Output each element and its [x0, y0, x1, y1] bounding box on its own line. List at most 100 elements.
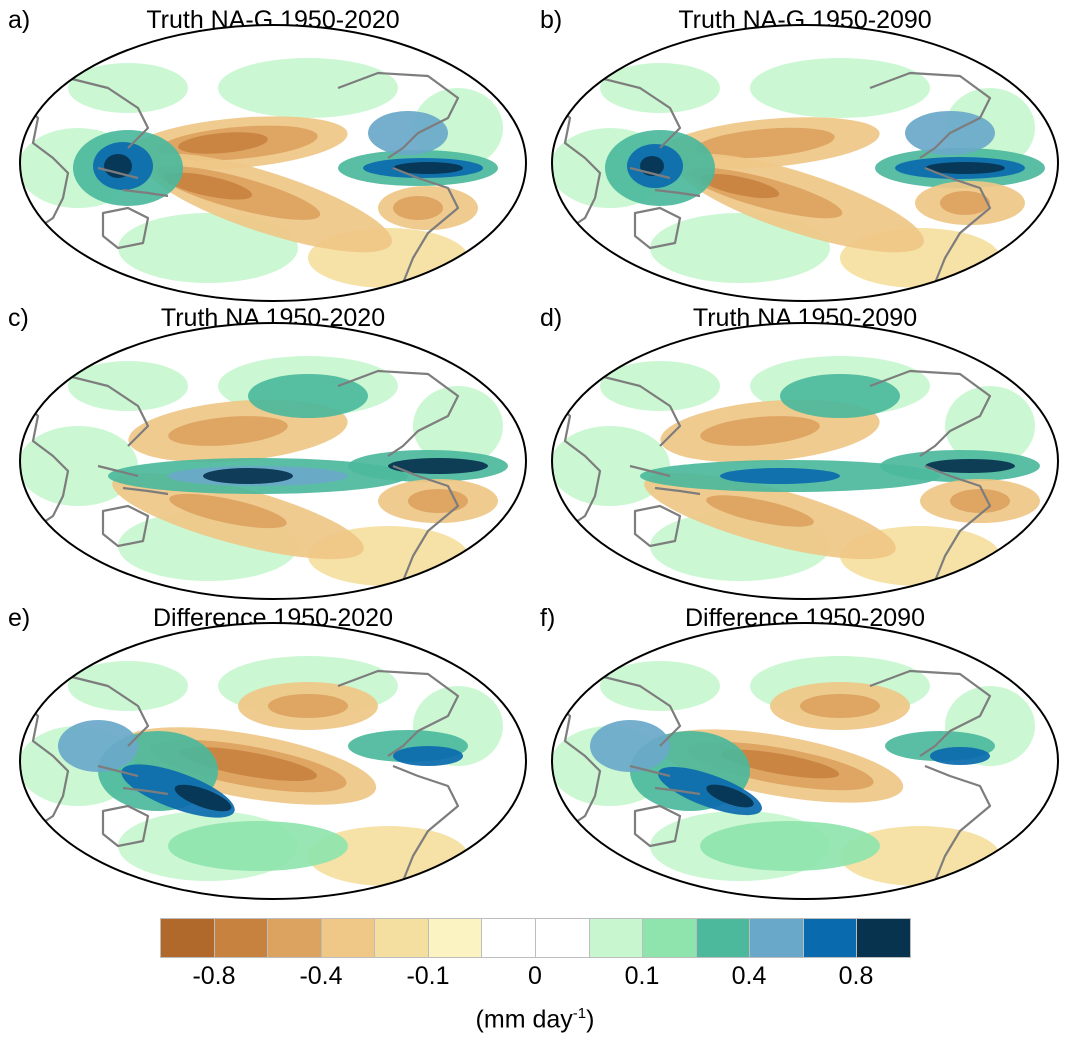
precip-anomaly-region — [695, 127, 835, 159]
map-panel-f — [551, 622, 1059, 900]
colorbar-swatch — [427, 918, 483, 958]
colorbar-tick-label: 0.4 — [731, 962, 767, 990]
map-outline — [19, 322, 527, 600]
coastline — [869, 71, 992, 159]
precip-anomaly-region — [706, 784, 754, 808]
precip-anomaly-region — [945, 386, 1035, 466]
colorbar-swatch — [213, 918, 269, 958]
colorbar-swatch — [535, 918, 590, 958]
precip-anomaly-region — [163, 172, 253, 200]
units-exponent: -1 — [572, 1005, 587, 1022]
coastline — [97, 166, 169, 198]
precip-anomaly-region — [388, 458, 488, 474]
coastline — [924, 764, 992, 897]
precip-anomaly-region — [930, 747, 990, 765]
coastline — [633, 206, 682, 250]
coastline — [392, 166, 460, 299]
colorbar-swatch — [267, 918, 322, 958]
panel-letter: d) — [540, 304, 563, 332]
panel-letter: e) — [8, 604, 31, 632]
colorbar-swatch — [320, 918, 376, 958]
precip-anomaly-region — [706, 495, 814, 527]
precip-anomaly-region — [650, 213, 830, 283]
coastline — [552, 97, 602, 229]
precip-anomaly-region — [393, 746, 463, 766]
precip-anomaly-region — [20, 426, 138, 506]
precip-anomaly-region — [268, 694, 348, 718]
coastline — [97, 764, 169, 796]
coastline — [20, 97, 70, 229]
colorbar-swatch — [856, 918, 911, 958]
precip-anomaly-region — [925, 459, 1015, 473]
precip-anomaly-region — [700, 173, 780, 199]
precip-anomaly-region — [408, 489, 468, 513]
colorbar-swatch — [160, 918, 215, 958]
precip-anomaly-region — [68, 361, 188, 411]
colorbar-units: (mm day-1) — [476, 1000, 595, 1033]
precip-anomaly-region — [700, 416, 820, 446]
coastline — [101, 504, 150, 548]
precip-anomaly-region — [720, 468, 840, 484]
precip-anomaly-region — [590, 720, 670, 772]
coastline — [392, 464, 460, 597]
panel-letter: f) — [540, 604, 556, 632]
precip-anomaly-region — [413, 386, 503, 466]
precip-anomaly-region — [393, 196, 443, 220]
panel-b: b) Truth NA-G 1950-2090 — [540, 6, 1070, 306]
map-panel-d — [551, 322, 1059, 600]
coastline — [337, 669, 460, 757]
colorbar-swatch — [374, 918, 429, 958]
colorbar — [160, 918, 911, 958]
panel-a: a) Truth NA-G 1950-2020 — [8, 6, 538, 306]
colorbar-tick-label: -0.8 — [192, 962, 236, 990]
precip-anomaly-region — [118, 213, 298, 283]
precip-anomaly-region — [68, 661, 188, 711]
precip-anomaly-region — [218, 58, 398, 118]
coastline — [67, 674, 150, 747]
colorbar-swatch — [588, 918, 644, 958]
units-text: (mm day — [475, 1005, 573, 1034]
map-outline — [551, 322, 1059, 600]
colorbar-swatch — [481, 918, 536, 958]
coastline — [599, 674, 682, 747]
panel-f: f) Difference 1950-2090 — [540, 604, 1070, 904]
colorbar-swatch — [642, 918, 697, 958]
coastline — [633, 804, 682, 848]
colorbar-tick-label: -0.4 — [299, 962, 343, 990]
map-outline — [19, 24, 527, 302]
precip-anomaly-region — [178, 132, 268, 154]
precip-anomaly-region — [68, 63, 188, 113]
map-panel-b — [551, 24, 1059, 302]
precip-anomaly-region — [800, 694, 880, 718]
colorbar-tick-label: -0.1 — [406, 962, 450, 990]
colorbar-swatch — [802, 918, 858, 958]
coastline — [869, 369, 992, 457]
map-outline — [551, 24, 1059, 302]
coastline — [869, 669, 992, 757]
coastline — [629, 464, 701, 496]
coastline — [924, 464, 992, 597]
coastline — [633, 504, 682, 548]
map-panel-c — [19, 322, 527, 600]
precip-anomaly-region — [925, 162, 1005, 174]
coastline — [552, 695, 602, 827]
precip-anomaly-region — [940, 191, 990, 215]
precip-anomaly-region — [600, 361, 720, 411]
coastline — [337, 71, 460, 159]
precip-anomaly-region — [950, 489, 1010, 513]
precip-anomaly-region — [179, 747, 317, 781]
panel-letter: b) — [540, 6, 563, 34]
precip-anomaly-region — [600, 661, 720, 711]
precip-anomaly-region — [393, 162, 463, 174]
panel-c: c) Truth NA 1950-2020 — [8, 304, 538, 604]
colorbar-tick-label: 0.1 — [624, 962, 660, 990]
units-close: ) — [586, 1005, 595, 1034]
coastline — [337, 369, 460, 457]
precip-anomaly-region — [600, 63, 720, 113]
precip-anomaly-region — [58, 720, 138, 772]
precip-anomaly-region — [174, 784, 232, 812]
precip-anomaly-region — [168, 821, 348, 871]
coastline — [552, 395, 602, 527]
precip-anomaly-region — [168, 416, 288, 446]
coastline — [629, 166, 701, 198]
